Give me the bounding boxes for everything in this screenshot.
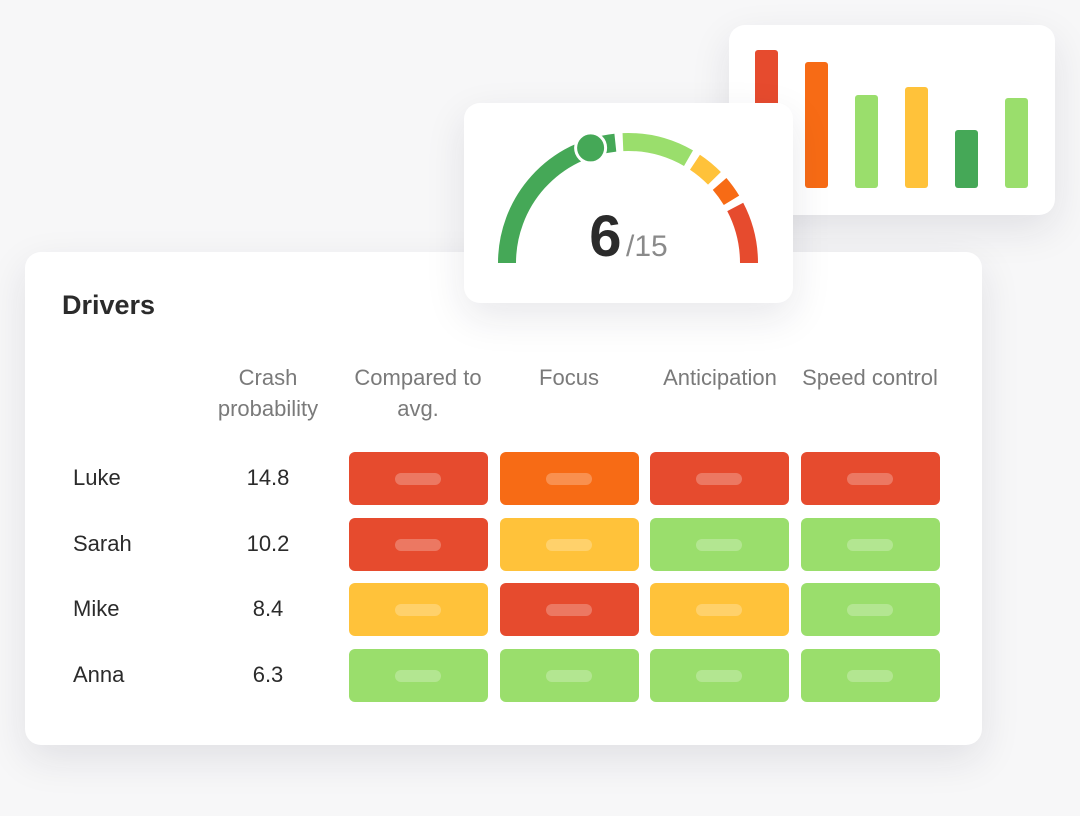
cell-placeholder-bar [395,670,441,682]
gauge-segment [712,178,740,206]
cell-placeholder-bar [395,539,441,551]
bar [955,130,978,188]
column-header: Anticipation [663,365,777,390]
bar [905,87,928,188]
cell-placeholder-bar [545,473,592,485]
score-cell [650,518,790,571]
score-cell [801,452,941,505]
score-cell [499,649,639,702]
cell-placeholder-bar [545,539,592,551]
cell-placeholder-bar [847,473,894,485]
driver-name: Luke [73,465,121,490]
drivers-table-card: Drivers Crash probability Compared to avg… [25,252,982,745]
score-cell [801,518,941,571]
driver-name: Mike [73,596,120,621]
column-header: Compared to avg. [354,365,482,421]
gauge-segment [622,133,693,167]
gauge-max: /15 [626,230,668,263]
bar [855,95,878,188]
cell-placeholder-bar [847,539,894,551]
score-cell [650,452,790,505]
score-gauge-card: 6 /15 [464,103,793,303]
bar [1005,98,1028,188]
score-cell [499,518,639,571]
score-cell [650,583,790,636]
score-cell [349,518,488,571]
score-cell [349,452,488,505]
cell-placeholder-bar [847,604,894,616]
gauge-segment [689,154,721,185]
crash-probability: 8.4 [252,596,284,621]
score-cell [499,452,639,505]
score-cell [650,649,790,702]
cell-placeholder-bar [696,670,743,682]
cell-placeholder-bar [847,670,894,682]
crash-probability: 14.8 [246,465,290,490]
score-cell [499,583,639,636]
crash-probability: 10.2 [246,531,290,556]
cell-placeholder-bar [696,473,743,485]
cell-placeholder-bar [696,539,743,551]
column-header: Crash probability [217,365,319,421]
score-cell [349,649,488,702]
table-title: Drivers [62,290,156,320]
gauge-segment [727,202,758,264]
cell-placeholder-bar [696,604,743,616]
cell-placeholder-bar [545,604,592,616]
score-cell [801,583,941,636]
score-cell [349,583,488,636]
cell-placeholder-bar [395,604,441,616]
cell-placeholder-bar [395,473,441,485]
gauge-arc [498,131,758,264]
gauge-value: 6 [589,204,622,269]
driver-name: Anna [73,662,125,687]
score-cell [801,649,941,702]
column-header: Focus [539,365,599,390]
cell-placeholder-bar [545,670,592,682]
driver-name: Sarah [73,531,132,556]
gauge-knob [574,131,608,165]
crash-probability: 6.3 [252,662,284,687]
bar [805,62,828,188]
column-header: Speed control [802,365,938,390]
gauge-score: 6 /15 [464,203,793,270]
